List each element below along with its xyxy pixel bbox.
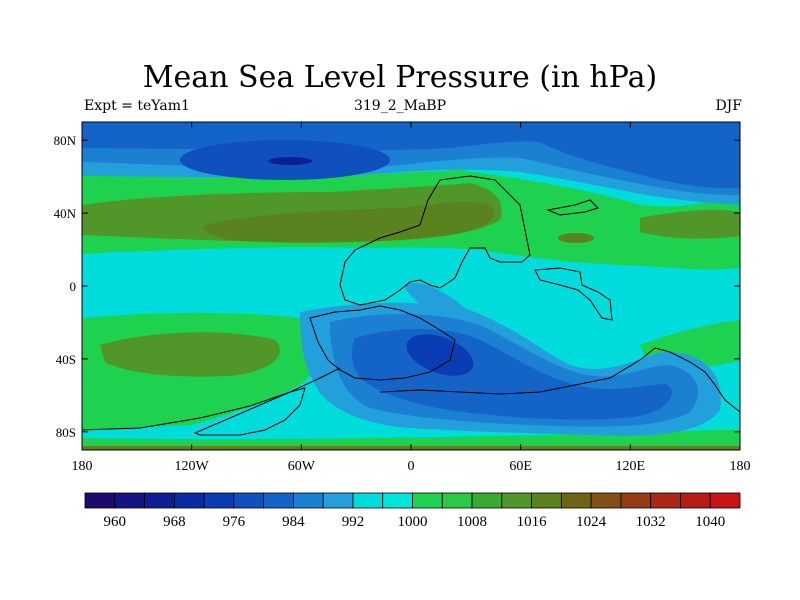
south-pacific-high-1016 xyxy=(100,332,280,377)
colorbar-label: 1000 xyxy=(398,514,428,530)
colorbar-swatch xyxy=(352,492,384,509)
colorbar-label: 968 xyxy=(163,514,186,530)
lat-tick-label: 40S xyxy=(56,352,76,367)
colorbar-label: 1024 xyxy=(576,514,607,530)
lat-tick-label: 80S xyxy=(56,425,76,440)
colorbar-label: 1032 xyxy=(636,514,666,530)
colorbar-label: 1040 xyxy=(695,514,725,530)
colorbar-swatch xyxy=(680,492,711,509)
lon-tick-label: 120E xyxy=(616,459,646,474)
antarctic-edge-band xyxy=(82,430,740,450)
colorbar-swatch xyxy=(84,492,116,509)
tropical-trough xyxy=(405,282,470,312)
colorbar-label: 976 xyxy=(223,514,246,530)
plot-title: Mean Sea Level Pressure (in hPa) xyxy=(142,60,658,95)
east-peninsula-outline xyxy=(534,267,613,321)
antarctic-coast-outline xyxy=(379,347,741,413)
colorbar: 960 968 976 984 992 1000 1008 1016 1024 1032 1040 xyxy=(84,492,741,530)
colorbar-label: 1008 xyxy=(457,514,487,530)
southwest-island-outline xyxy=(193,387,306,436)
colorbar-label: 1016 xyxy=(517,514,548,530)
lat-tick-label: 40N xyxy=(54,206,77,221)
colorbar-swatch xyxy=(322,492,354,509)
arctic-low-core xyxy=(268,157,312,165)
high-east-north xyxy=(640,210,740,239)
southern-low-core-976 xyxy=(406,334,474,376)
colorbar-swatch xyxy=(709,492,741,509)
pressure-field xyxy=(82,122,740,450)
southwest-coast-outline xyxy=(81,367,341,431)
northern-continent-outline xyxy=(339,175,531,306)
lat-tick-label: 80N xyxy=(54,133,77,148)
colorbar-swatch xyxy=(173,492,205,509)
colorbar-swatch xyxy=(441,492,473,509)
colorbar-swatch xyxy=(650,492,681,509)
polar-band-980 xyxy=(82,122,740,189)
lon-tick-label: 60W xyxy=(288,459,316,474)
colorbar-swatch xyxy=(382,492,413,509)
colorbar-swatch xyxy=(412,492,443,509)
colorbar-swatch xyxy=(203,492,235,509)
lon-tick-label: 180 xyxy=(730,459,751,474)
colorbar-swatch xyxy=(263,492,294,509)
colorbar-swatch xyxy=(471,492,503,509)
colorbar-label: 992 xyxy=(342,514,365,530)
colorbar-swatch xyxy=(501,492,532,509)
colorbar-swatch xyxy=(233,492,265,509)
time-period-label: 319_2_MaBP xyxy=(353,98,447,114)
colorbar-swatch xyxy=(560,492,592,509)
southern-continent-outline xyxy=(309,305,456,381)
northern-high-1016 xyxy=(203,201,495,243)
lon-tick-label: 120W xyxy=(175,459,210,474)
coastlines xyxy=(81,175,741,436)
colorbar-swatch xyxy=(620,492,652,509)
season-label: DJF xyxy=(715,98,742,114)
colorbar-label: 960 xyxy=(104,514,127,530)
colorbar-swatch xyxy=(114,492,145,509)
colorbar-swatch xyxy=(293,492,324,509)
small-high-east xyxy=(558,233,594,243)
colorbar-swatch xyxy=(531,492,562,509)
colorbar-label: 984 xyxy=(282,514,305,530)
colorbar-swatch xyxy=(144,492,175,509)
colorbar-swatch xyxy=(590,492,622,509)
lon-tick-label: 60E xyxy=(509,459,532,474)
lon-tick-label: 180 xyxy=(72,459,93,474)
lon-tick-label: 0 xyxy=(408,459,415,474)
experiment-label: Expt = teYam1 xyxy=(84,98,190,114)
axis-ticks: 180 120W 60W 0 60E 120E 180 80N 40N 0 40S 80S xyxy=(54,122,751,474)
lat-tick-label: 0 xyxy=(70,279,77,294)
small-landmass-outline xyxy=(546,199,599,216)
